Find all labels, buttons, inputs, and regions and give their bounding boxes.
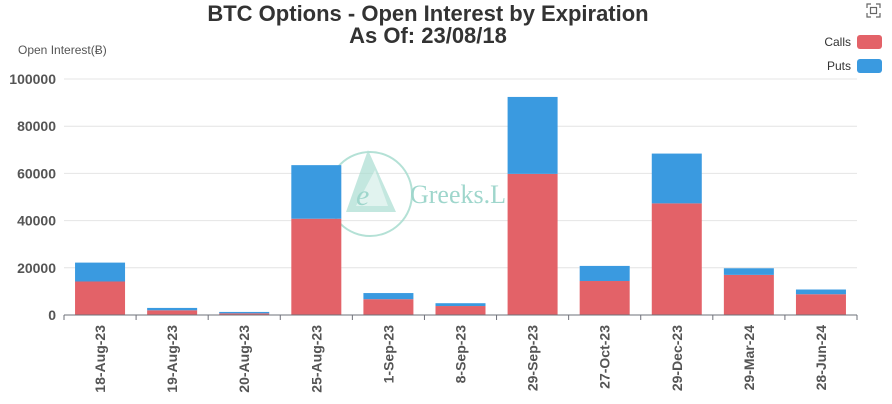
legend-item-calls[interactable]: Calls <box>824 35 882 49</box>
bar-puts[interactable] <box>651 153 702 204</box>
bar-puts[interactable] <box>147 307 198 311</box>
x-tick-label: 29-Mar-24 <box>741 325 757 391</box>
y-tick-label: 80000 <box>17 118 56 134</box>
x-axis <box>63 314 858 320</box>
bars <box>75 96 846 315</box>
bar-calls[interactable] <box>363 299 414 315</box>
grid-lines <box>64 78 857 269</box>
y-tick-label: 100000 <box>9 71 56 87</box>
bar-puts[interactable] <box>579 265 630 282</box>
y-tick-labels: 0 20000 40000 60000 80000 100000 <box>9 71 56 323</box>
x-tick-label: 8-Sep-23 <box>453 325 469 384</box>
bar-calls[interactable] <box>219 313 270 315</box>
bar-calls[interactable] <box>723 274 774 315</box>
bar-calls[interactable] <box>435 306 486 315</box>
x-tick-label: 1-Sep-23 <box>380 325 396 384</box>
bar-puts[interactable] <box>219 311 270 314</box>
y-tick-label: 40000 <box>17 213 56 229</box>
bar-calls[interactable] <box>75 281 126 315</box>
bar-puts[interactable] <box>435 303 486 307</box>
x-tick-label: 28-Jun-24 <box>813 325 829 391</box>
x-tick-labels: 18-Aug-23 19-Aug-23 20-Aug-23 25-Aug-23 1-Se… <box>92 325 829 393</box>
chart-title: BTC Options - Open Interest by Expiratio… <box>207 1 649 26</box>
legend-swatch-puts <box>857 59 882 73</box>
legend-item-puts[interactable]: Puts <box>827 59 882 73</box>
bar-puts[interactable] <box>795 289 846 295</box>
watermark-text: Greeks.L <box>410 180 506 209</box>
x-tick-label: 19-Aug-23 <box>164 325 180 393</box>
bar-calls[interactable] <box>795 294 846 315</box>
x-tick-label: 20-Aug-23 <box>236 325 252 393</box>
bar-puts[interactable] <box>363 293 414 300</box>
chart-subtitle: As Of: 23/08/18 <box>349 23 507 48</box>
x-tick-label: 27-Oct-23 <box>597 325 613 389</box>
y-tick-label: 60000 <box>17 165 56 181</box>
x-tick-label: 29-Dec-23 <box>669 325 685 391</box>
watermark: e Greeks.L <box>327 150 506 237</box>
bar-puts[interactable] <box>507 96 558 174</box>
legend-label-puts: Puts <box>826 59 851 73</box>
bar-calls[interactable] <box>651 203 702 315</box>
x-tick-label: 29-Sep-23 <box>525 325 541 391</box>
restore-icon[interactable] <box>866 3 881 18</box>
y-tick-label: 20000 <box>17 260 56 276</box>
bar-calls[interactable] <box>291 218 342 315</box>
legend-swatch-calls <box>857 35 882 49</box>
bar-puts[interactable] <box>291 165 342 219</box>
x-tick-label: 18-Aug-23 <box>92 325 108 393</box>
bar-puts[interactable] <box>75 262 126 282</box>
legend-label-calls: Calls <box>824 35 851 49</box>
bar-calls[interactable] <box>507 173 558 315</box>
y-tick-label: 0 <box>48 307 56 323</box>
bar-calls[interactable] <box>147 310 198 315</box>
bar-puts[interactable] <box>723 268 774 275</box>
y-axis-label: Open Interest(Ƀ) <box>18 43 107 57</box>
x-tick-label: 25-Aug-23 <box>308 325 324 393</box>
watermark-letter: e <box>356 179 369 212</box>
bar-calls[interactable] <box>579 281 630 315</box>
